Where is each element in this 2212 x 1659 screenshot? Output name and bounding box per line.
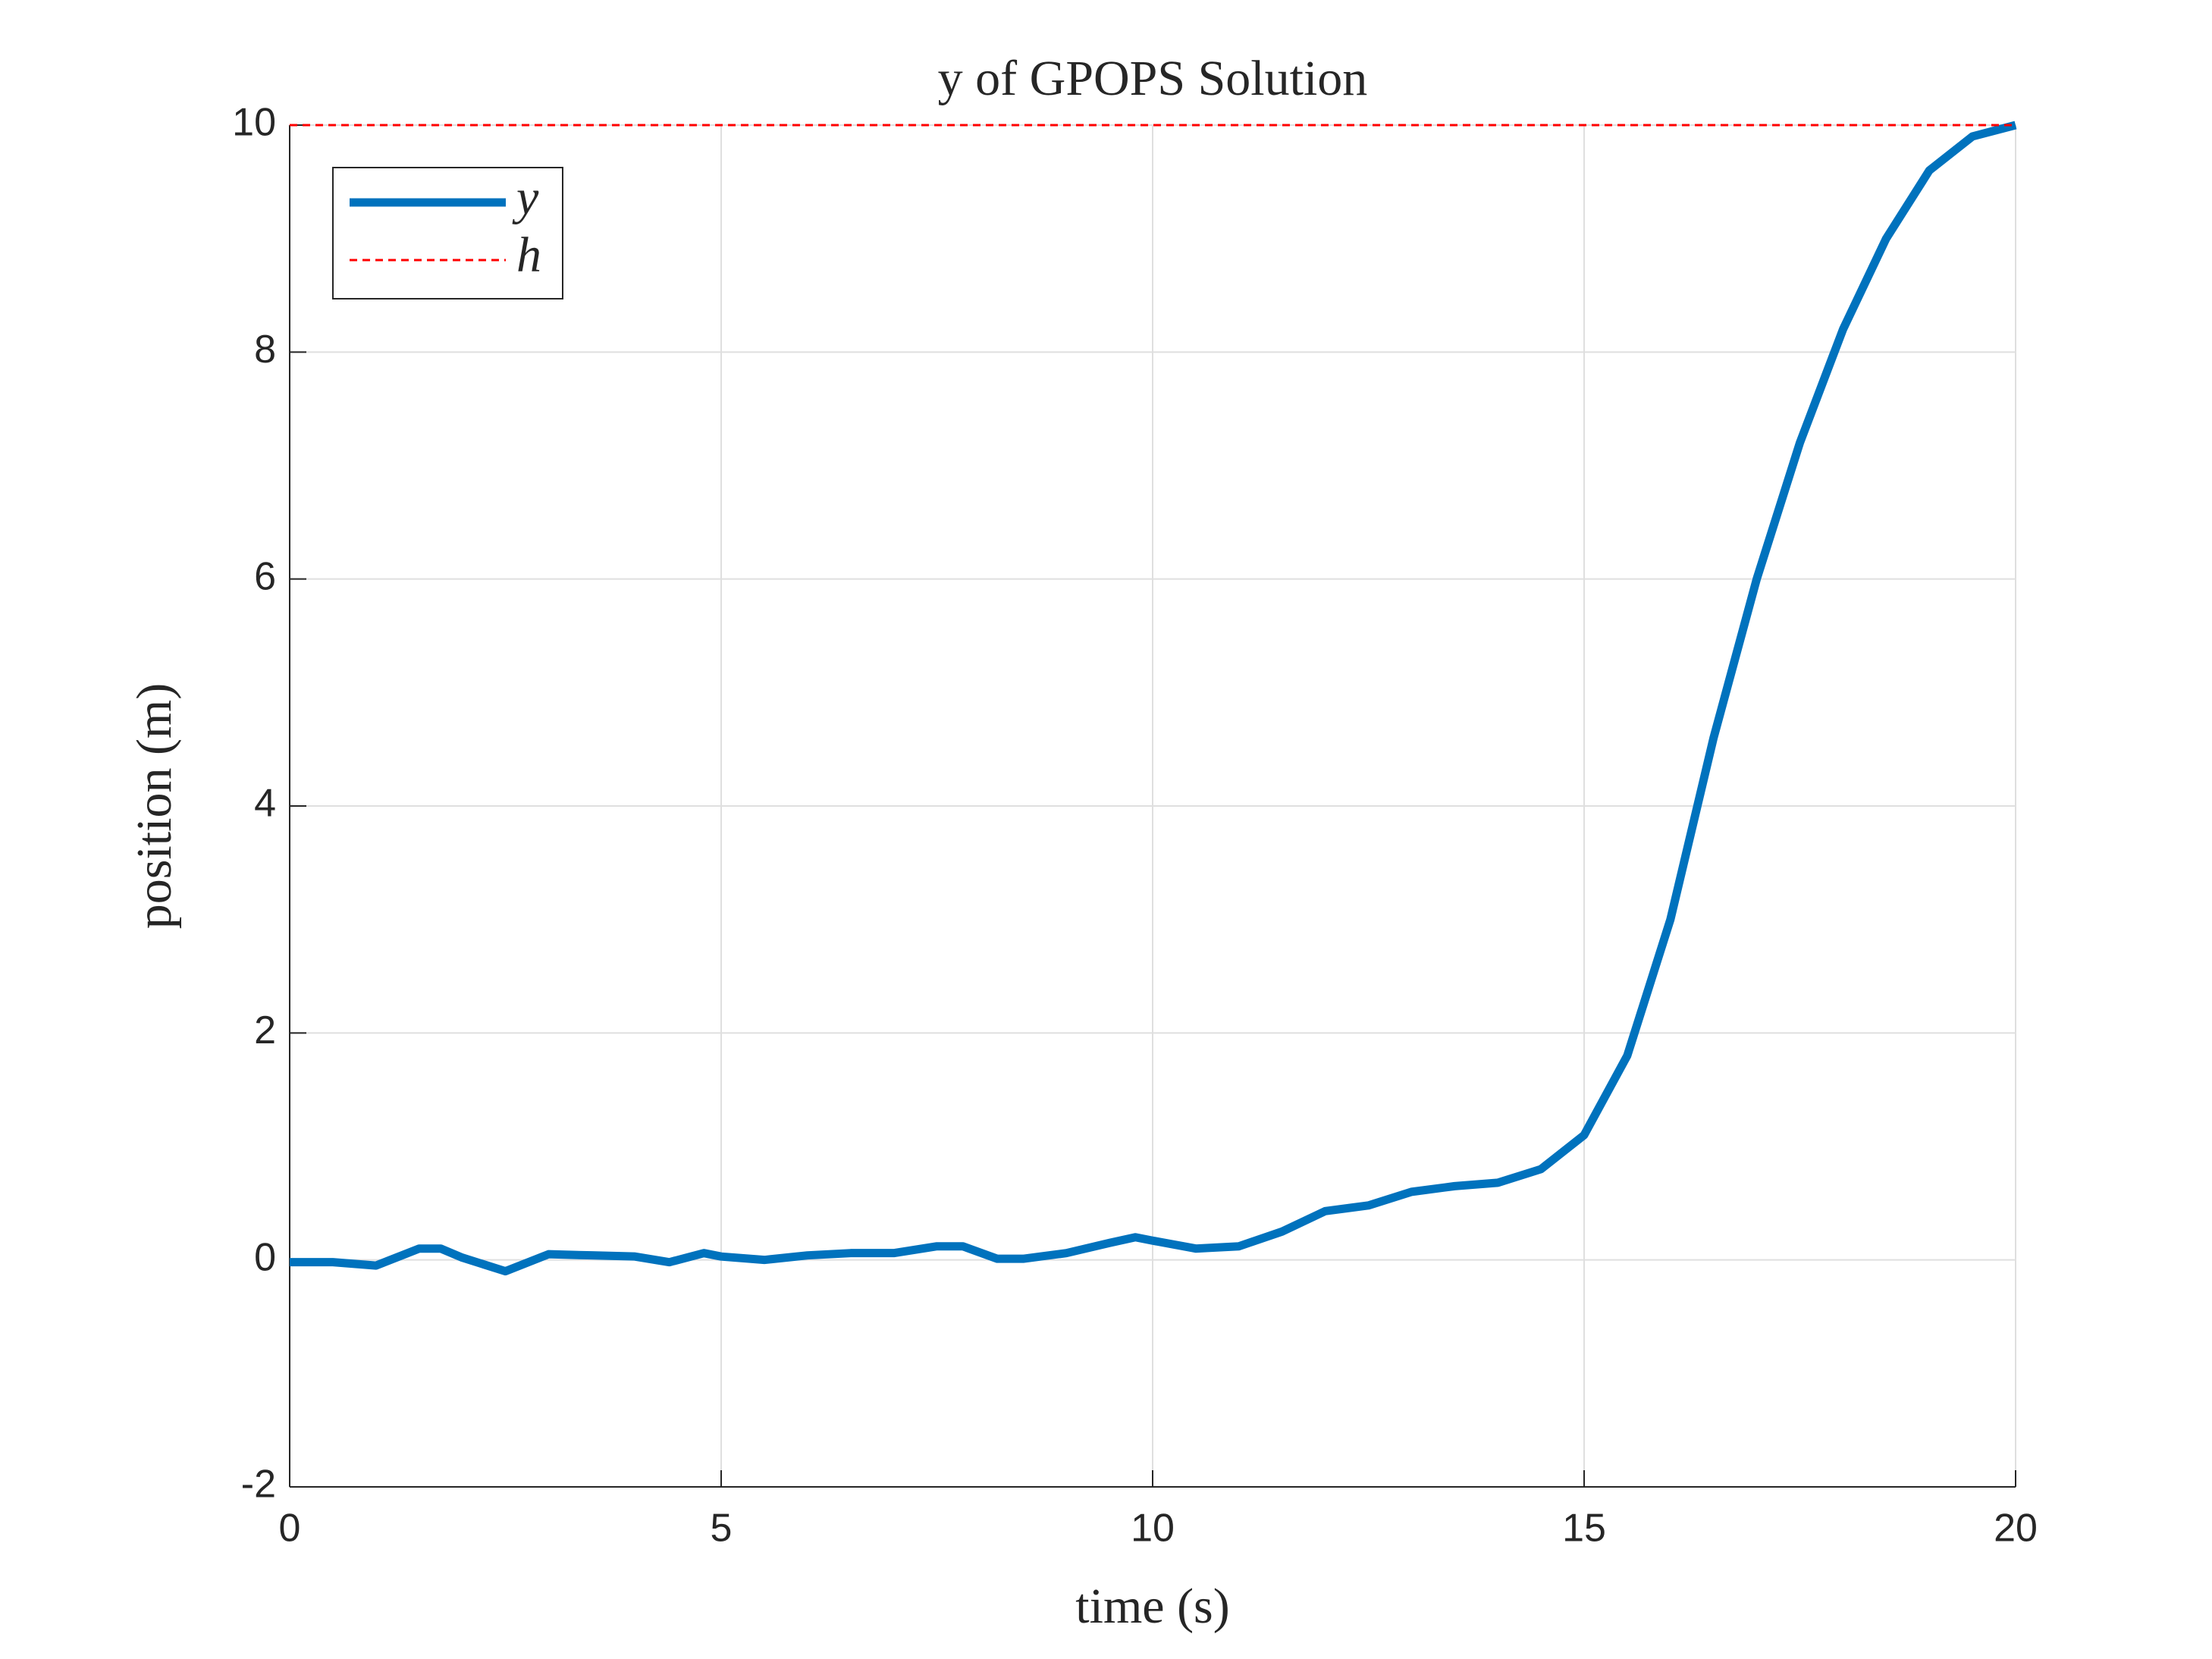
legend-box <box>332 167 563 299</box>
y-tick-label: 8 <box>254 328 276 372</box>
y-tick-label: 6 <box>254 554 276 598</box>
y-tick-label: 4 <box>254 782 276 826</box>
y-tick-label: 2 <box>254 1008 276 1052</box>
x-axis-label: time (s) <box>1075 1579 1229 1634</box>
x-tick-label: 10 <box>1131 1507 1175 1551</box>
x-tick-label: 20 <box>1994 1507 2038 1551</box>
x-tick-label: 5 <box>711 1507 733 1551</box>
legend-label: h <box>516 227 541 283</box>
y-tick-label: 10 <box>232 101 276 145</box>
chart-title: y of GPOPS Solution <box>938 51 1368 106</box>
x-tick-label: 0 <box>279 1507 301 1551</box>
series-line <box>290 121 2017 1276</box>
legend-label: y <box>512 170 539 225</box>
x-tick-label: 15 <box>1562 1507 1606 1551</box>
y-axis-label: position (m) <box>127 683 182 930</box>
y-tick-label: -2 <box>241 1463 276 1507</box>
y-tick-label: 0 <box>254 1235 276 1279</box>
